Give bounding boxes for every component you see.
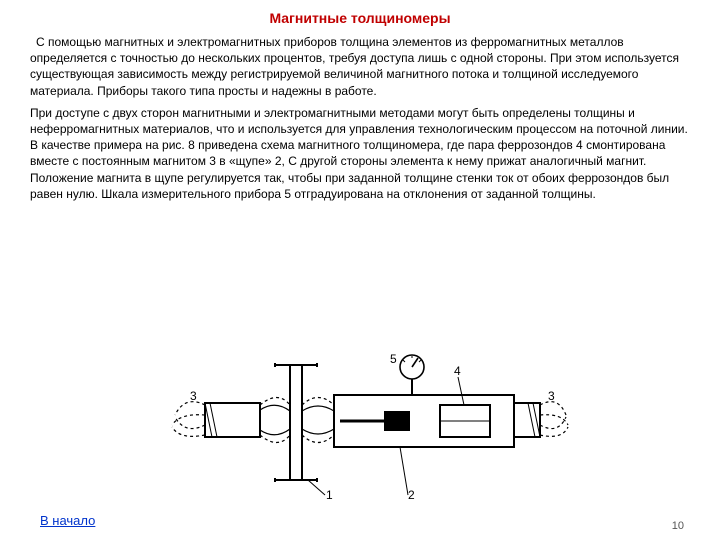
back-to-start-link[interactable]: В начало	[40, 513, 95, 528]
paragraph-2: При доступе с двух сторон магнитными и э…	[30, 105, 690, 202]
label-5: 5	[390, 352, 397, 366]
label-3-left: 3	[190, 389, 197, 403]
page-title: Магнитные толщиномеры	[40, 10, 680, 26]
page-number: 10	[672, 520, 684, 532]
paragraph-1: С помощью магнитных и электромагнитных п…	[30, 34, 690, 99]
title-text: Магнитные толщиномеры	[269, 10, 450, 26]
label-2: 2	[408, 488, 415, 500]
label-3-right: 3	[548, 389, 555, 403]
label-4: 4	[454, 364, 461, 378]
thickness-gauge-diagram: 3	[150, 345, 570, 500]
label-1: 1	[326, 488, 333, 500]
